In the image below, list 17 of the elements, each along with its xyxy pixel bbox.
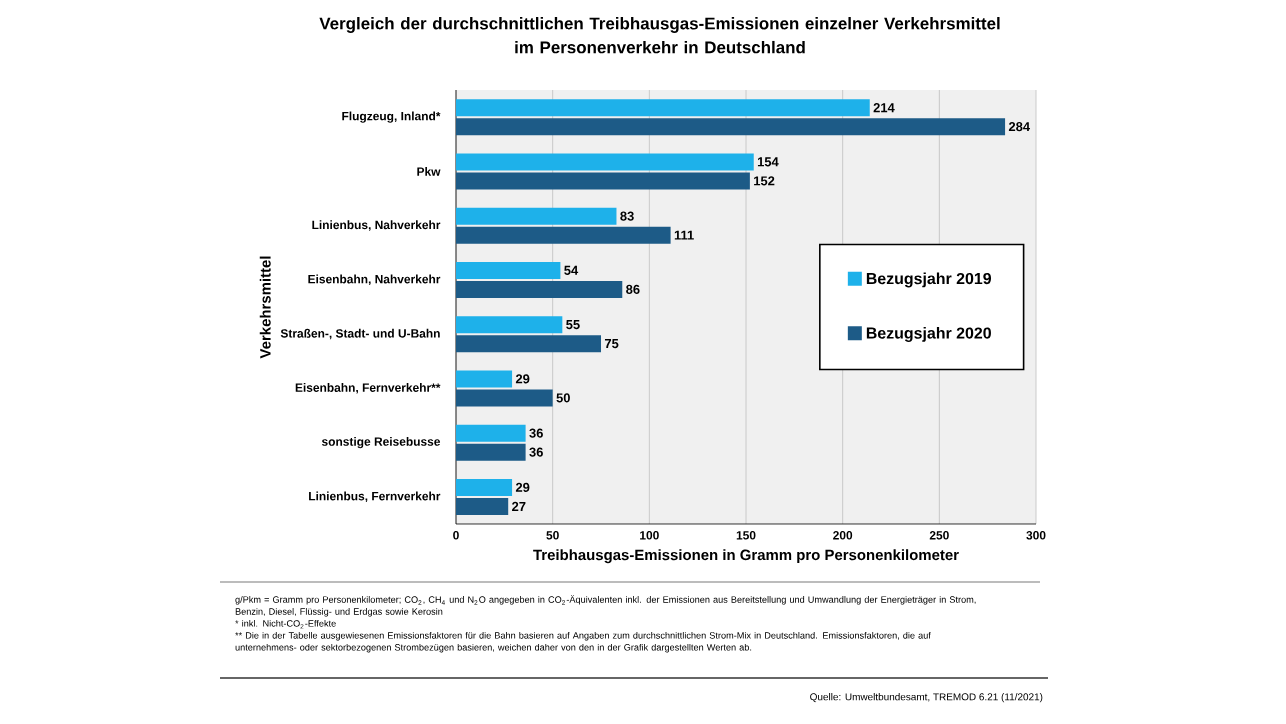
- bar: [456, 99, 870, 117]
- bar: [456, 424, 526, 442]
- bar: [456, 335, 602, 353]
- bar: [456, 478, 513, 496]
- bar: [456, 172, 750, 190]
- bar: [456, 370, 513, 388]
- bar: [456, 497, 509, 515]
- bar: [456, 389, 553, 407]
- bar: [456, 153, 754, 171]
- bar: [456, 118, 1006, 136]
- bar: [456, 443, 526, 461]
- bar: [456, 261, 561, 279]
- bar: [456, 207, 617, 225]
- bar: [456, 316, 563, 334]
- bar: [456, 226, 671, 244]
- chart-title: Vergleich der durchschnittlichen Treibhausgas-Emissionen einzelner Verkehrsmittel im Personenverkehr in Deutschland: [319, 17, 1000, 54]
- bar: [456, 280, 623, 298]
